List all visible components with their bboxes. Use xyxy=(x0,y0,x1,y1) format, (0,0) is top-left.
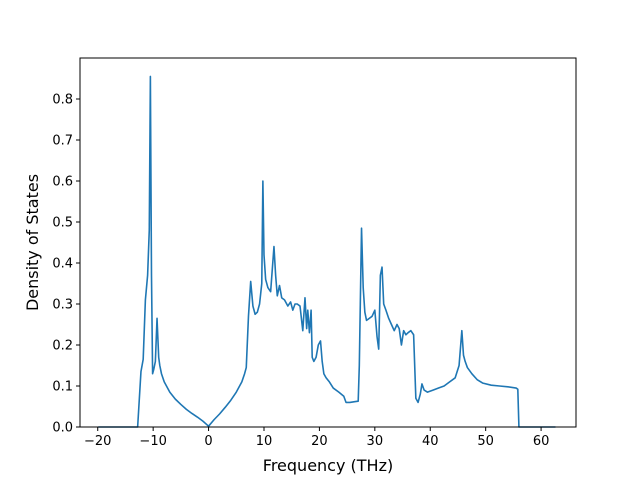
x-tick-label: −20 xyxy=(84,434,111,449)
plot-area-background xyxy=(80,58,576,427)
series-layer xyxy=(98,75,556,428)
x-axis-ticks: −20 −10 0 10 20 30 40 50 60 xyxy=(84,427,549,449)
x-tick-label: 50 xyxy=(477,434,494,449)
x-tick-label: 10 xyxy=(256,434,273,449)
y-tick-label: 0.6 xyxy=(52,175,73,190)
x-tick-label: −10 xyxy=(139,434,166,449)
series-line-0 xyxy=(98,75,556,428)
y-tick-label: 0.3 xyxy=(52,298,73,313)
y-tick-label: 0.8 xyxy=(52,93,73,108)
y-axis-ticks: 0.0 0.1 0.2 0.3 0.4 0.5 0.6 0.7 0.8 xyxy=(52,93,80,436)
x-tick-label: 40 xyxy=(422,434,439,449)
x-tick-label: 30 xyxy=(367,434,384,449)
x-tick-label: 20 xyxy=(311,434,328,449)
x-tick-label: 60 xyxy=(533,434,550,449)
y-tick-label: 0.4 xyxy=(52,257,73,272)
x-tick-label: 0 xyxy=(204,434,212,449)
y-tick-label: 0.7 xyxy=(52,134,73,149)
x-axis-label: Frequency (THz) xyxy=(263,456,393,475)
y-tick-label: 0.0 xyxy=(52,421,73,436)
y-tick-label: 0.2 xyxy=(52,339,73,354)
y-axis-label: Density of States xyxy=(23,174,42,311)
plot-frame xyxy=(79,57,577,428)
y-tick-label: 0.1 xyxy=(52,380,73,395)
y-tick-label: 0.5 xyxy=(52,216,73,231)
